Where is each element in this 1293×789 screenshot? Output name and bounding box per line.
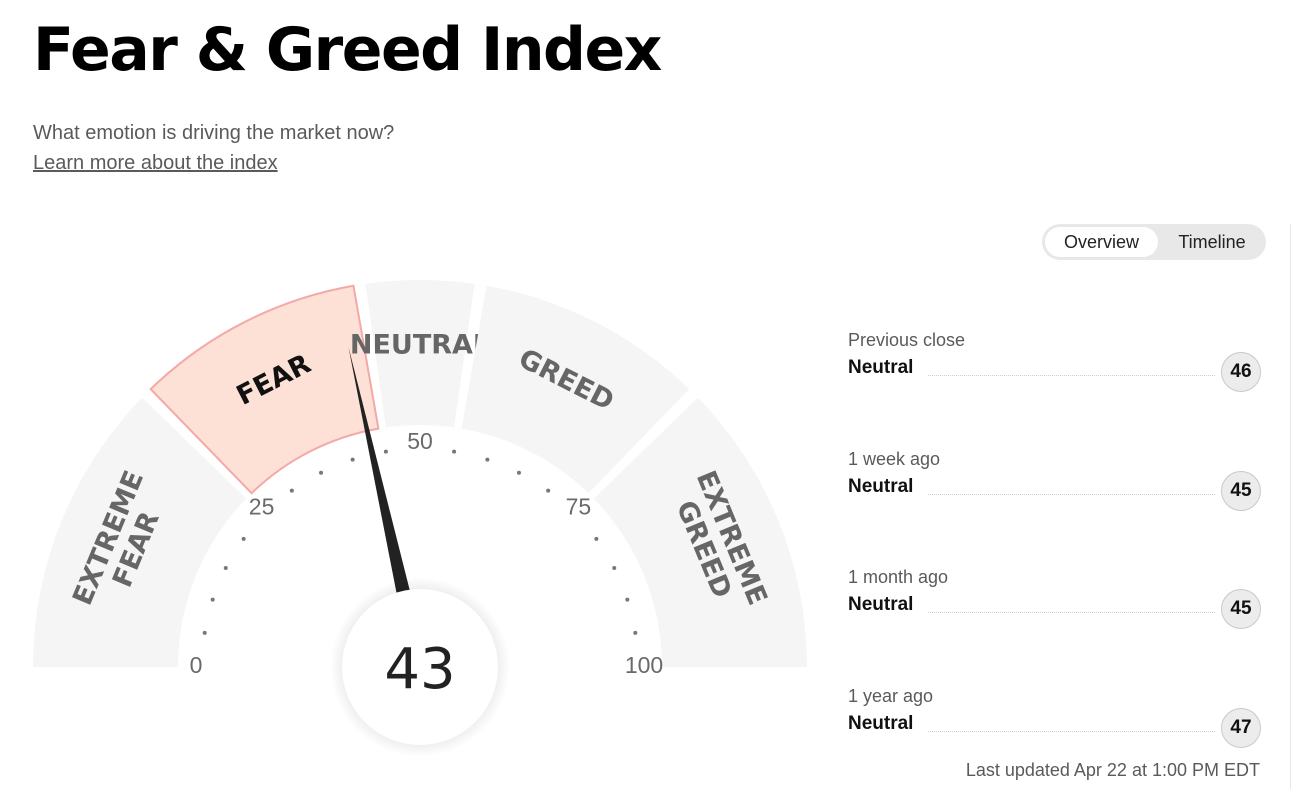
gauge-hub xyxy=(342,589,498,745)
gauge-tick-dot xyxy=(625,597,630,602)
history-row-previous-close: Previous close Neutral 46 xyxy=(848,330,1263,400)
page-title: Fear & Greed Index xyxy=(33,15,662,85)
gauge-tick-dot xyxy=(516,470,521,475)
gauge-tick-label: 75 xyxy=(566,494,592,520)
gauge-tick-dot xyxy=(350,457,355,462)
gauge-tick-dot xyxy=(546,488,551,493)
history-row-1-month: 1 month ago Neutral 45 xyxy=(848,567,1263,637)
gauge-zone-label-neutral: NEUTRAL xyxy=(350,330,490,361)
gauge-tick-label: 100 xyxy=(625,652,663,678)
history-rating: Neutral xyxy=(848,594,914,615)
history-label: 1 week ago xyxy=(848,449,941,469)
gauge-tick-dot xyxy=(633,630,638,635)
gauge-tick-dot xyxy=(594,536,599,541)
gauge-zone-fear xyxy=(149,284,380,495)
dotted-leader xyxy=(928,612,1215,613)
last-updated-text: Last updated Apr 22 at 1:00 PM EDT xyxy=(965,760,1260,780)
gauge-tick-dot xyxy=(485,457,490,462)
history-value-badge: 46 xyxy=(1221,352,1261,392)
history-row-1-year: 1 year ago Neutral 47 xyxy=(848,686,1263,756)
gauge-tick-dot xyxy=(452,449,457,454)
gauge-tick-dot xyxy=(383,449,388,454)
gauge-tick-dot xyxy=(223,566,228,571)
gauge-zone-extreme-fear xyxy=(33,397,247,667)
dotted-leader xyxy=(928,731,1215,732)
gauge-tick-dot xyxy=(202,630,207,635)
gauge-tick-label: 50 xyxy=(407,428,433,454)
gauge-tick-label: 0 xyxy=(190,652,203,678)
history-value-badge: 45 xyxy=(1221,471,1261,511)
gauge-tick-dot xyxy=(319,470,324,475)
history-label: Previous close xyxy=(848,330,966,350)
view-toggle: Overview Timeline xyxy=(1042,224,1266,260)
gauge-tick-dot xyxy=(612,566,617,571)
history-label: 1 month ago xyxy=(848,567,949,587)
gauge-tick-dot xyxy=(289,488,294,493)
history-rating: Neutral xyxy=(848,713,914,734)
gauge-tick-dot xyxy=(210,597,215,602)
tab-timeline[interactable]: Timeline xyxy=(1178,232,1246,252)
gauge-zone-neutral xyxy=(365,280,475,428)
history-rating: Neutral xyxy=(848,357,914,378)
panel-divider xyxy=(1290,224,1291,789)
gauge-tick-dot xyxy=(241,536,246,541)
tab-overview[interactable]: Overview xyxy=(1045,227,1158,257)
gauge-tick-label: 25 xyxy=(249,494,275,520)
history-label: 1 year ago xyxy=(848,686,934,706)
dotted-leader xyxy=(928,375,1215,376)
history-row-1-week: 1 week ago Neutral 45 xyxy=(848,449,1263,519)
dotted-leader xyxy=(928,494,1215,495)
history-value-badge: 47 xyxy=(1221,708,1261,748)
learn-more-link[interactable]: Learn more about the index xyxy=(33,152,278,174)
history-rating: Neutral xyxy=(848,476,914,497)
gauge-zone-extreme-greed xyxy=(593,397,807,667)
gauge-value: 43 xyxy=(384,637,455,702)
gauge-zone-greed xyxy=(461,285,690,494)
history-value-badge: 45 xyxy=(1221,589,1261,629)
gauge-needle xyxy=(348,346,412,603)
page-subtitle: What emotion is driving the market now? xyxy=(33,122,395,144)
